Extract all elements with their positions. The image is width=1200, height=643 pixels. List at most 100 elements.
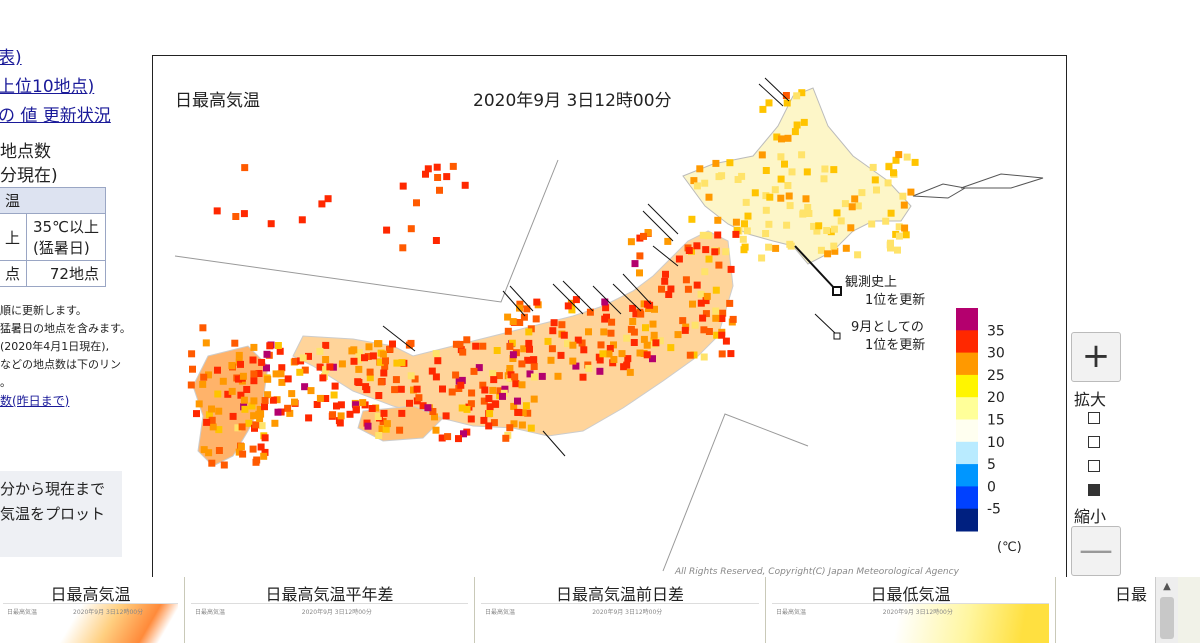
record-pointer-line <box>758 83 784 107</box>
station-marker <box>644 229 652 236</box>
station-marker <box>520 313 528 321</box>
station-marker <box>485 422 493 430</box>
station-marker <box>375 432 383 439</box>
station-marker <box>213 207 221 215</box>
scroll-up-arrow-icon[interactable]: ▲ <box>1163 581 1171 592</box>
station-marker <box>463 405 471 413</box>
station-marker <box>643 341 651 349</box>
station-marker <box>696 165 704 173</box>
station-marker <box>607 329 615 337</box>
tab-daily-max[interactable]: 日最高気温 日最高気温 2020年9月 3日12時00分 <box>0 577 184 643</box>
station-marker <box>682 276 690 284</box>
tab-daily-more[interactable]: 日最 <box>1055 577 1155 643</box>
tab-thumbnail: 日最高気温 2020年9月 3日12時00分 <box>772 603 1049 643</box>
zoom-level-1[interactable] <box>1088 412 1100 424</box>
station-marker <box>532 315 540 323</box>
station-marker <box>831 247 839 255</box>
tab-daily-max-normal-diff[interactable]: 日最高気温平年差 日最高気温 2020年9月 3日12時00分 <box>184 577 474 643</box>
station-marker <box>205 411 213 419</box>
tab-title: 日最 <box>1114 585 1147 604</box>
station-marker <box>434 174 442 181</box>
station-marker <box>691 321 699 329</box>
station-marker <box>261 403 268 411</box>
station-marker <box>636 234 644 242</box>
station-marker <box>241 164 249 172</box>
station-marker <box>662 270 669 278</box>
station-marker <box>215 426 223 434</box>
legend-record-sep-line2: 1位を更新 <box>865 337 925 353</box>
station-marker <box>366 368 374 376</box>
station-marker <box>830 242 838 250</box>
station-marker <box>644 300 651 308</box>
plot-toggle-box[interactable]: 分から現在まで 気温をプロット <box>0 471 122 557</box>
link-table[interactable]: 表) <box>0 48 22 68</box>
station-marker <box>558 321 566 329</box>
station-marker <box>380 369 388 377</box>
station-marker <box>830 166 838 174</box>
link-count-yesterday[interactable]: 数(昨日まで) <box>0 394 70 408</box>
station-marker <box>899 192 907 200</box>
record-pointer-line <box>552 283 584 315</box>
station-marker <box>278 364 286 372</box>
station-marker <box>318 200 326 208</box>
station-marker <box>782 92 790 99</box>
count-heading-line1: 地点数 <box>0 142 51 162</box>
station-marker <box>530 363 538 370</box>
map-datetime: 2020年9月 3日12時00分 <box>473 91 672 111</box>
record-pointer-line <box>562 280 594 312</box>
station-marker <box>468 389 476 397</box>
station-marker <box>510 420 518 428</box>
station-marker <box>833 209 841 217</box>
plot-text-line2: 気温をプロット <box>0 505 106 523</box>
station-marker <box>837 217 845 225</box>
station-marker <box>627 238 635 246</box>
station-marker <box>436 186 443 194</box>
station-marker <box>702 297 710 305</box>
scroll-thumb[interactable] <box>1160 597 1174 639</box>
station-marker <box>258 422 266 430</box>
station-marker <box>793 92 801 100</box>
table-header: 温 <box>0 187 106 214</box>
station-marker <box>407 225 415 233</box>
station-marker <box>489 386 497 394</box>
station-marker <box>228 362 236 369</box>
zoom-level-2[interactable] <box>1088 436 1100 448</box>
zoom-in-button[interactable]: + <box>1071 332 1121 382</box>
table-val1: 点 <box>0 260 28 287</box>
station-marker <box>322 366 330 374</box>
station-marker <box>506 365 514 372</box>
zoom-level-3[interactable] <box>1088 460 1100 472</box>
zoom-out-button[interactable]: — <box>1071 526 1121 576</box>
station-marker <box>823 227 831 234</box>
station-marker <box>338 360 346 368</box>
station-marker <box>841 200 849 208</box>
station-marker <box>742 198 750 206</box>
tab-daily-max-prev-diff[interactable]: 日最高気温前日差 日最高気温 2020年9月 3日12時00分 <box>474 577 765 643</box>
tabs-scrollbar[interactable]: ▲ <box>1155 577 1178 643</box>
station-marker <box>773 133 781 141</box>
station-marker <box>718 350 726 358</box>
station-marker <box>894 246 901 254</box>
scale-label: 35 <box>987 323 1005 339</box>
station-marker <box>656 337 664 345</box>
station-marker <box>549 327 557 335</box>
station-marker <box>382 425 390 433</box>
station-marker <box>701 268 709 276</box>
temperature-map[interactable]: 観測史上 1位を更新 9月としての 1位を更新 35 30 25 20 15 10 5 0 -5… <box>152 55 1067 578</box>
station-marker <box>718 315 726 322</box>
zoom-level-4[interactable] <box>1088 484 1100 496</box>
link-top10[interactable]: 上位10地点) <box>0 77 95 97</box>
station-marker <box>413 199 420 207</box>
station-marker <box>714 216 722 224</box>
link-update-status[interactable]: の 値 更新状況 <box>0 106 111 126</box>
station-marker <box>234 424 242 432</box>
tab-daily-min[interactable]: 日最低気温 日最高気温 2020年9月 3日12時00分 <box>765 577 1055 643</box>
station-marker <box>714 231 722 239</box>
station-marker <box>743 227 751 235</box>
station-marker <box>783 221 791 229</box>
station-marker <box>686 351 694 359</box>
station-marker <box>372 404 380 412</box>
station-marker <box>722 337 730 345</box>
station-marker <box>355 356 363 364</box>
station-marker <box>490 376 498 384</box>
